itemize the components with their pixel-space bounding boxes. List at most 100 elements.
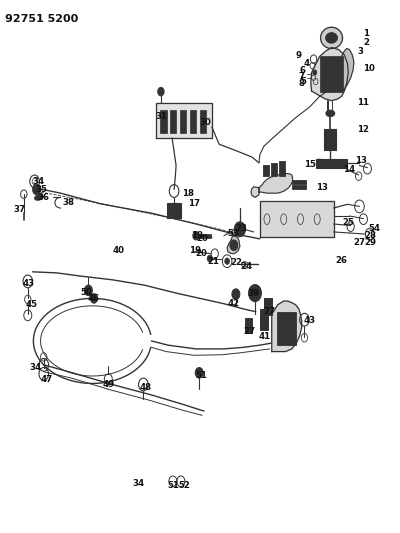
Bar <box>321 63 328 78</box>
Circle shape <box>193 231 199 240</box>
Bar <box>330 63 336 78</box>
Text: 27: 27 <box>243 327 255 336</box>
Text: 1: 1 <box>364 29 370 38</box>
Text: 22: 22 <box>230 258 242 266</box>
Circle shape <box>313 70 317 75</box>
Text: 5: 5 <box>300 77 306 86</box>
Text: 13: 13 <box>316 183 328 192</box>
Text: 20: 20 <box>195 249 207 258</box>
Text: 40: 40 <box>112 246 124 255</box>
Bar <box>180 110 186 133</box>
Bar <box>279 161 284 176</box>
Text: 28: 28 <box>364 231 376 240</box>
Circle shape <box>195 368 203 378</box>
Text: 19: 19 <box>189 246 201 255</box>
Text: 6: 6 <box>300 67 306 75</box>
Text: 51: 51 <box>195 371 207 380</box>
Bar <box>264 298 272 316</box>
Polygon shape <box>260 201 334 237</box>
Text: 7: 7 <box>299 71 305 80</box>
Text: 46: 46 <box>88 294 100 303</box>
Text: 19: 19 <box>191 231 203 240</box>
Text: 26: 26 <box>336 256 348 264</box>
Text: 51: 51 <box>167 481 179 490</box>
Text: 34: 34 <box>32 177 45 186</box>
Bar <box>167 203 181 217</box>
Text: 27: 27 <box>263 307 275 316</box>
Text: 39: 39 <box>248 288 260 297</box>
Text: 13: 13 <box>356 156 368 165</box>
Circle shape <box>316 159 323 167</box>
Polygon shape <box>311 47 348 101</box>
Text: 30: 30 <box>199 118 211 127</box>
Text: 38: 38 <box>62 198 74 207</box>
Text: 18: 18 <box>182 189 194 198</box>
Text: 45: 45 <box>26 300 38 309</box>
Bar <box>292 185 306 189</box>
Text: 92751 5200: 92751 5200 <box>6 14 79 24</box>
Text: 24: 24 <box>241 262 253 271</box>
Text: 43: 43 <box>23 279 35 288</box>
Text: 14: 14 <box>343 165 355 174</box>
Polygon shape <box>339 49 354 91</box>
Text: 43: 43 <box>304 316 316 325</box>
Bar <box>316 159 348 167</box>
Circle shape <box>234 222 246 237</box>
Bar <box>324 130 336 150</box>
Polygon shape <box>320 27 342 49</box>
Circle shape <box>321 81 326 87</box>
Circle shape <box>207 255 212 262</box>
Text: 52: 52 <box>178 481 190 490</box>
Bar <box>200 110 206 133</box>
Bar <box>245 318 252 333</box>
Text: 23: 23 <box>236 224 248 233</box>
Text: 31: 31 <box>155 112 167 121</box>
Text: 8: 8 <box>299 78 305 87</box>
Text: 25: 25 <box>343 219 354 228</box>
Text: 34: 34 <box>29 363 42 372</box>
Circle shape <box>249 285 261 302</box>
Text: 36: 36 <box>37 193 49 202</box>
Polygon shape <box>251 187 259 197</box>
Text: 10: 10 <box>363 64 374 73</box>
Bar <box>271 164 276 176</box>
Circle shape <box>232 289 240 300</box>
Circle shape <box>90 294 98 303</box>
Circle shape <box>158 87 164 96</box>
Bar <box>190 110 196 133</box>
Text: 11: 11 <box>358 98 370 107</box>
Text: 48: 48 <box>140 383 152 392</box>
Text: 37: 37 <box>14 205 26 214</box>
Circle shape <box>171 206 177 214</box>
Text: 3: 3 <box>358 47 364 55</box>
Text: 29: 29 <box>364 238 376 247</box>
Text: 34: 34 <box>132 479 144 488</box>
Polygon shape <box>227 236 240 254</box>
Bar <box>160 110 166 133</box>
Text: 4: 4 <box>304 59 310 68</box>
Circle shape <box>279 319 293 338</box>
Circle shape <box>32 184 40 195</box>
Bar <box>276 312 296 345</box>
Text: 42: 42 <box>227 299 239 308</box>
Circle shape <box>225 258 230 264</box>
Text: 2: 2 <box>364 38 370 47</box>
Text: 27: 27 <box>354 238 366 247</box>
Text: 53: 53 <box>227 229 239 238</box>
Text: 21: 21 <box>207 257 219 265</box>
Bar <box>260 309 268 330</box>
Bar <box>263 165 268 176</box>
Bar <box>292 180 306 184</box>
Text: 41: 41 <box>259 332 271 341</box>
Ellipse shape <box>326 110 335 117</box>
Text: 12: 12 <box>358 125 370 134</box>
Text: 35: 35 <box>36 185 48 194</box>
Polygon shape <box>272 301 302 352</box>
Text: 49: 49 <box>102 380 114 389</box>
Circle shape <box>230 240 238 251</box>
Text: 54: 54 <box>368 224 380 233</box>
Bar <box>199 233 211 238</box>
Text: 15: 15 <box>304 160 316 169</box>
Text: 20: 20 <box>197 234 209 243</box>
Ellipse shape <box>35 195 43 200</box>
